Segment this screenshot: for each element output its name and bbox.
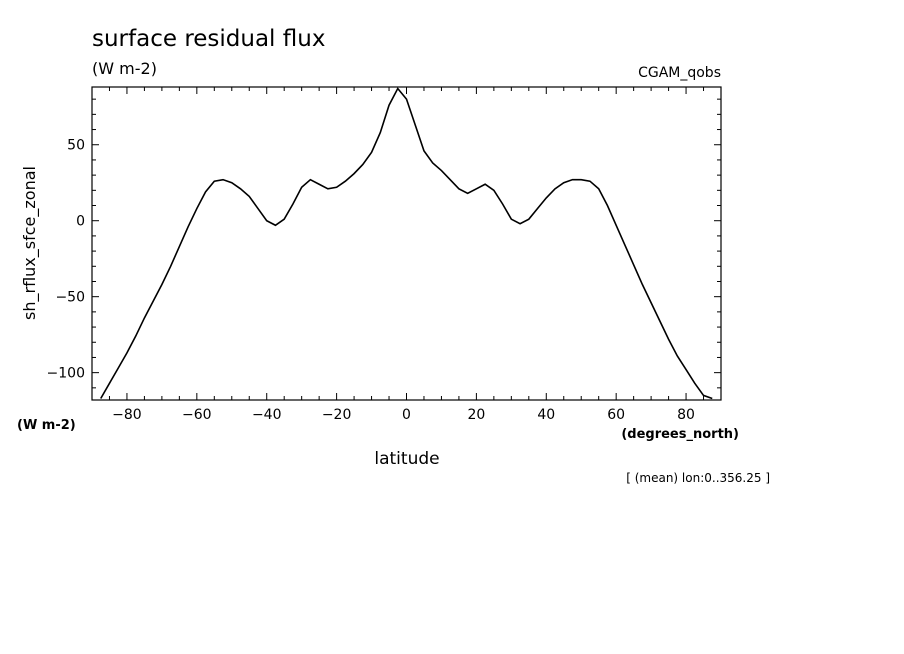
x-tick-label: 60 <box>607 407 625 423</box>
y-tick-label: 0 <box>76 214 85 230</box>
plot-frame <box>91 86 722 401</box>
y-axis-units: (W m-2) <box>17 418 76 433</box>
y-axis: −100 −50 0 50 <box>47 98 721 389</box>
x-axis-label: latitude <box>374 449 439 469</box>
x-tick-label: −80 <box>112 407 142 423</box>
x-tick-label: 20 <box>467 407 485 423</box>
x-axis-units: (degrees_north) <box>621 427 739 442</box>
y-tick-label: −100 <box>47 366 85 382</box>
x-tick-label: −20 <box>322 407 352 423</box>
x-tick-label: 40 <box>537 407 555 423</box>
x-axis: −80 −60 −40 −20 0 20 40 60 80 <box>91 87 722 423</box>
x-tick-label: 80 <box>677 407 695 423</box>
x-tick-label: −60 <box>182 407 212 423</box>
chart-subtitle: (W m-2) <box>92 59 157 78</box>
y-tick-label: −50 <box>55 290 85 306</box>
chart-title: surface residual flux <box>92 26 325 52</box>
x-tick-label: 0 <box>402 407 411 423</box>
y-tick-label: 50 <box>67 138 85 154</box>
footnote: [ (mean) lon:0..356.25 ] <box>626 471 770 485</box>
series-line <box>100 87 713 400</box>
x-tick-label: −40 <box>252 407 282 423</box>
dataset-label: CGAM_qobs <box>638 65 721 81</box>
y-axis-label: sh_rflux_sfce_zonal <box>20 166 40 320</box>
